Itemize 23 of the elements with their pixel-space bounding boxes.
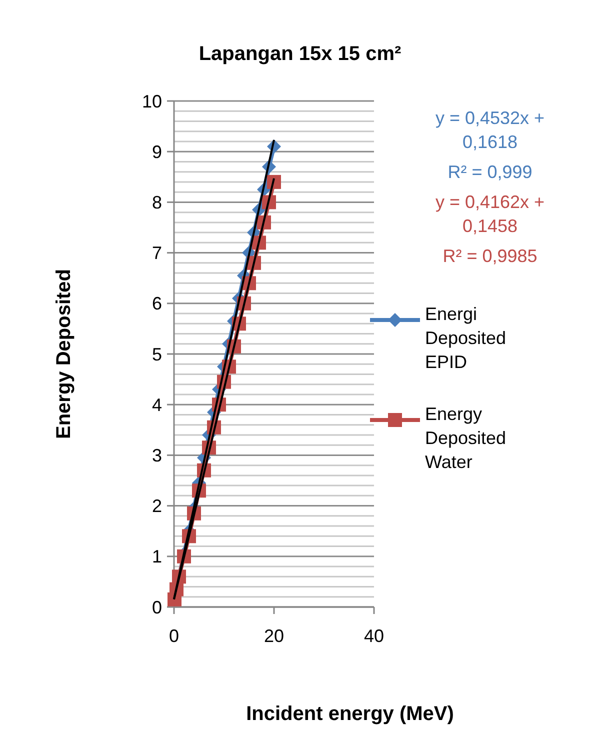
- x-axis-title: Incident energy (MeV): [246, 703, 454, 725]
- y-tick-label: 7: [152, 243, 162, 264]
- text: R² = 0,9985: [442, 246, 538, 266]
- y-tick-label: 4: [152, 394, 162, 415]
- y-tick-label: 2: [152, 496, 162, 516]
- chart-title: Lapangan 15x 15 cm²: [198, 43, 402, 65]
- y-tick-label: 6: [152, 294, 162, 314]
- legend-label: Energi Deposited EPID: [425, 304, 506, 372]
- x-tick-label: 20: [264, 626, 284, 646]
- x-tick-label: 40: [364, 626, 384, 646]
- y-axis-title: Energy Deposited: [53, 268, 75, 440]
- y-tick-label: 10: [142, 91, 162, 112]
- legend-label: Energy Deposited Water: [425, 404, 506, 472]
- y-tick-label: 8: [152, 192, 162, 212]
- y-tick-label: 5: [152, 344, 162, 364]
- y-tick-label: 1: [152, 546, 162, 567]
- y-tick-label: 0: [152, 597, 162, 618]
- y-tick-label: 3: [152, 446, 162, 466]
- y-tick-label: 9: [152, 142, 162, 162]
- text: R² = 0,999: [448, 162, 532, 182]
- text: y = 0,4532x + 0,1618: [435, 108, 545, 152]
- x-tick-label: 0: [168, 626, 180, 646]
- text: y = 0,4162x + 0,1458: [435, 192, 545, 236]
